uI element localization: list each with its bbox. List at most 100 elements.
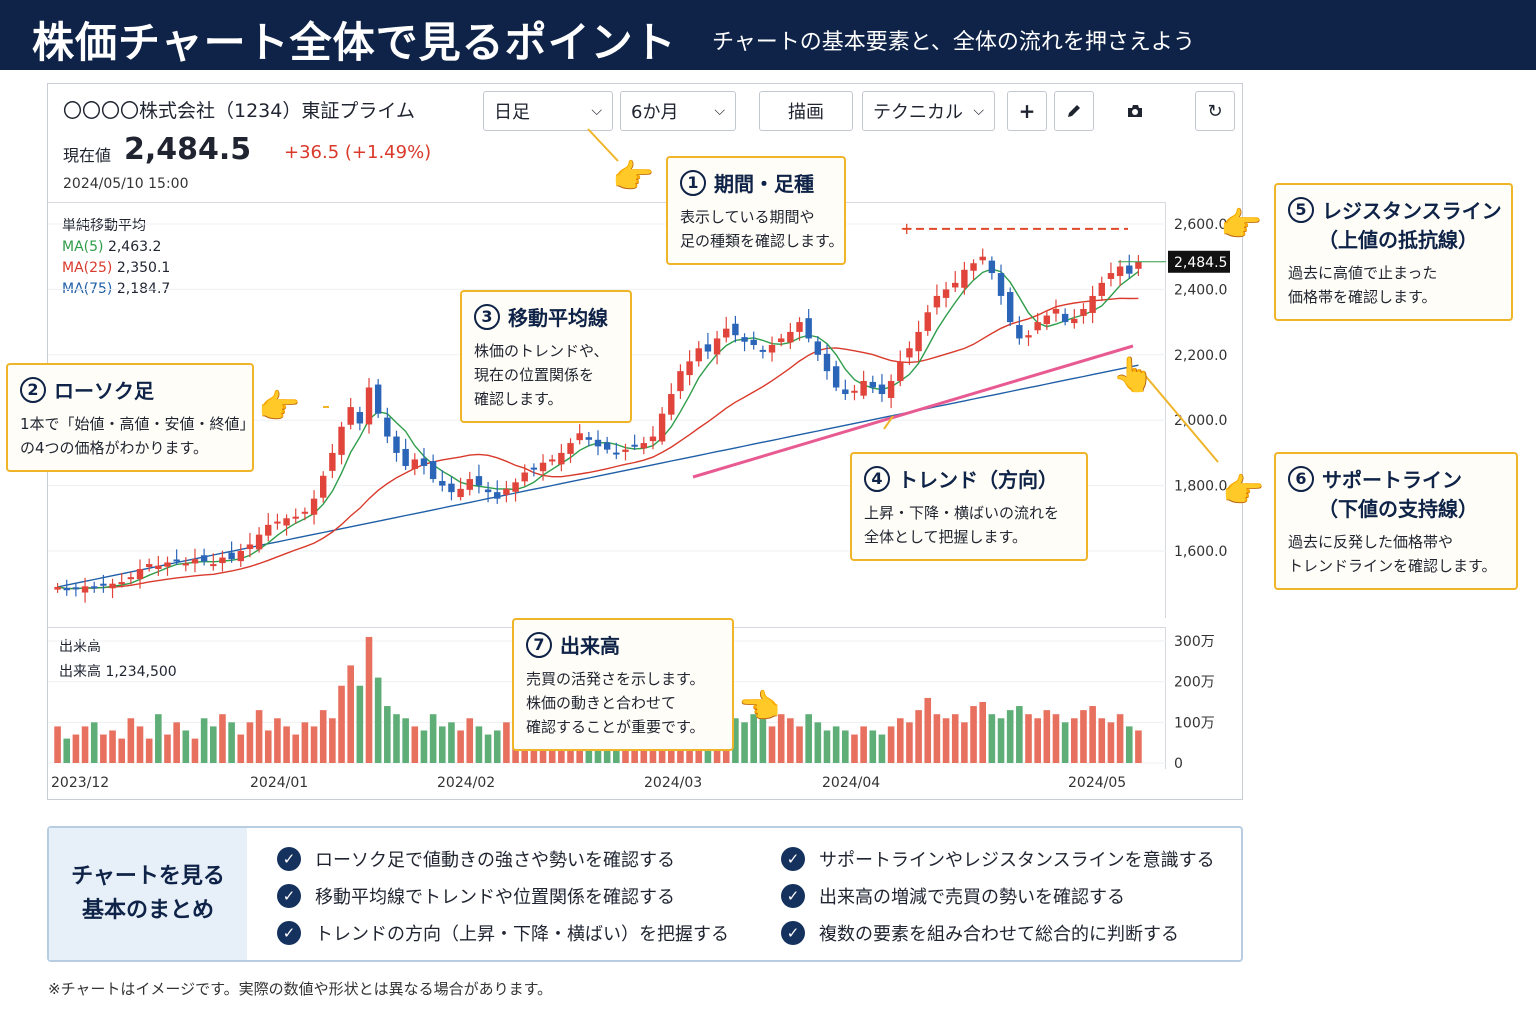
candle-body xyxy=(649,436,657,442)
candle-body xyxy=(640,443,648,449)
leader-arrow xyxy=(883,415,894,430)
screenshot-button[interactable] xyxy=(1115,91,1155,131)
refresh-button[interactable]: ↻ xyxy=(1195,91,1235,131)
volume-bar xyxy=(54,726,61,763)
callout-number: 6 xyxy=(1288,465,1314,492)
draw-tool-button[interactable] xyxy=(1054,91,1094,131)
draw-label: 描画 xyxy=(788,102,824,123)
check-icon: ✓ xyxy=(277,884,301,908)
candle-body xyxy=(1043,315,1051,325)
volume-bar xyxy=(329,718,336,763)
summary-item-text: トレンドの方向（上昇・下降・横ばい）を把握する xyxy=(315,924,729,945)
volume-bar xyxy=(787,718,794,763)
interval-select[interactable]: 日足 ⌵ xyxy=(483,91,613,131)
volume-bar xyxy=(503,722,510,763)
ma5-value: 2,463.2 xyxy=(107,239,162,255)
volume-bar xyxy=(979,702,987,763)
range-select[interactable]: 6か月 ⌵ xyxy=(620,91,736,131)
price-chart-area xyxy=(48,202,1166,618)
candle-body xyxy=(182,563,190,566)
volume-bar xyxy=(338,685,345,763)
candle-body xyxy=(402,448,409,466)
volume-bar xyxy=(823,730,831,763)
candle-body xyxy=(283,518,290,526)
callout-number: 7 xyxy=(526,631,552,658)
callout-number: 3 xyxy=(474,303,500,330)
summary-item: ✓ トレンドの方向（上昇・下降・横ばい）を把握する xyxy=(277,920,729,946)
volume-title: 出来高 xyxy=(59,639,101,655)
candle-body xyxy=(823,353,831,372)
volume-bar xyxy=(805,714,812,763)
header-banner: 株価チャート全体で見るポイント チャートの基本要素と、全体の流れを押さえよう xyxy=(0,0,1536,70)
candle-body xyxy=(274,521,281,524)
y-tick-label: 2,000.0 xyxy=(1174,413,1227,429)
callout-text: 表示している期間や xyxy=(680,208,815,226)
callout-text: 現在の位置関係を xyxy=(474,366,595,384)
candle-body xyxy=(457,488,464,498)
candle-body xyxy=(466,479,473,490)
volume-bar xyxy=(493,730,501,763)
candle-body xyxy=(723,328,730,338)
candle-body xyxy=(942,289,950,298)
candle-body xyxy=(200,555,208,562)
volume-bar xyxy=(924,697,932,763)
volume-bar xyxy=(429,714,437,763)
candle-body xyxy=(979,256,986,261)
summary-box: チャートを見る 基本のまとめ ✓ ローソク足で値動きの強さや勢いを確認する ✓ 移動… xyxy=(47,826,1243,962)
summary-item: ✓ サポートラインやレジスタンスラインを意識する xyxy=(781,846,1215,872)
volume-bar xyxy=(255,710,263,763)
callout-text: 確認することが重要です。 xyxy=(526,718,705,736)
volume-bar xyxy=(90,722,98,763)
candle-body xyxy=(869,381,876,388)
callout-text: 1本で「始値・高値・安値・終値」 xyxy=(20,415,255,433)
summary-item-text: 移動平均線でトレンドや位置関係を確認する xyxy=(315,887,675,908)
volume-bar xyxy=(100,734,107,763)
candle-body xyxy=(155,565,162,569)
volume-bar xyxy=(1080,710,1087,763)
price-timestamp: 2024/05/10 15:00 xyxy=(63,176,189,192)
candle-body xyxy=(832,366,840,388)
callout-moving-average: 3 移動平均線 株価のトレンドや、 現在の位置関係を 確認します。 xyxy=(460,290,632,423)
volume-bar xyxy=(732,718,739,763)
volume-bar xyxy=(997,718,1005,763)
volume-bar xyxy=(915,710,922,763)
callout-number: 1 xyxy=(680,169,706,196)
pointing-hand-icon: 👉 xyxy=(258,387,301,427)
candle-body xyxy=(878,384,886,395)
x-tick-label: 2023/12 xyxy=(51,775,109,791)
candle-body xyxy=(109,583,116,589)
volume-bar xyxy=(448,722,455,763)
candle-body xyxy=(356,412,364,424)
chevron-down-icon: ⌵ xyxy=(714,103,725,119)
add-indicator-button[interactable]: + xyxy=(1007,91,1047,131)
volume-bar xyxy=(475,726,483,763)
volume-bar xyxy=(319,710,327,763)
volume-bar xyxy=(264,730,272,763)
volume-bar xyxy=(814,722,822,763)
summary-item: ✓ ローソク足で値動きの強さや勢いを確認する xyxy=(277,846,675,872)
volume-bar xyxy=(942,718,950,763)
candle-body xyxy=(164,562,171,567)
callout-title: 移動平均線 xyxy=(508,306,608,330)
candle-body xyxy=(842,389,849,395)
technical-select[interactable]: テクニカル ⌵ xyxy=(862,91,995,131)
volume-bar xyxy=(457,730,464,763)
volume-bar xyxy=(1016,706,1023,763)
callout-candlestick: 2 ローソク足 1本で「始値・高値・安値・終値」 の4つの価格がわかります。 xyxy=(6,363,255,472)
draw-button[interactable]: 描画 xyxy=(759,91,853,131)
summary-item-text: サポートラインやレジスタンスラインを意識する xyxy=(819,850,1215,871)
candle-body xyxy=(576,433,583,441)
candle-body xyxy=(594,439,602,447)
volume-bar xyxy=(1125,726,1133,763)
volume-bar xyxy=(347,665,354,763)
candle-body xyxy=(439,481,446,486)
callout-number: 5 xyxy=(1288,196,1314,223)
candle-body xyxy=(732,323,739,336)
leader-arrow xyxy=(1142,372,1219,463)
candle-body xyxy=(805,318,812,339)
candle-body xyxy=(310,498,318,515)
candle-body xyxy=(228,552,235,560)
plus-icon: + xyxy=(1018,99,1036,123)
volume-bar xyxy=(777,714,785,763)
footnote: ※チャートはイメージです。実際の数値や形状とは異なる場合があります。 xyxy=(48,980,553,998)
